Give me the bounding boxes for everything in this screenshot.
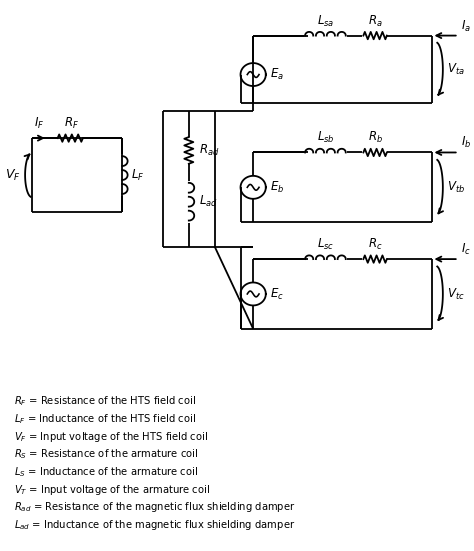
Text: $L_{ad}$ = Inductance of the magnetic flux shielding damper: $L_{ad}$ = Inductance of the magnetic fl… [14,518,295,532]
Text: $L_F$ = Inductance of the HTS field coil: $L_F$ = Inductance of the HTS field coil [14,412,196,426]
Text: $I_F$: $I_F$ [34,116,45,131]
Text: $V_{tc}$: $V_{tc}$ [447,287,465,301]
Text: $R_a$: $R_a$ [368,14,383,29]
Text: $R_{ad}$: $R_{ad}$ [199,143,219,158]
Text: $R_F$: $R_F$ [64,116,79,131]
Text: $L_{sc}$: $L_{sc}$ [317,237,334,252]
Text: $E_a$: $E_a$ [270,67,284,82]
Text: $V_{tb}$: $V_{tb}$ [447,180,465,195]
Text: $L_{sb}$: $L_{sb}$ [317,131,334,145]
Text: $I_b$: $I_b$ [461,136,471,150]
Text: $E_b$: $E_b$ [270,180,284,195]
Text: $R_F$ = Resistance of the HTS field coil: $R_F$ = Resistance of the HTS field coil [14,395,196,408]
Text: $V_F$: $V_F$ [5,168,20,182]
Text: $R_S$ = Resistance of the armature coil: $R_S$ = Resistance of the armature coil [14,447,198,461]
Text: $R_c$: $R_c$ [368,237,383,252]
Text: $L_S$ = Inductance of the armature coil: $L_S$ = Inductance of the armature coil [14,465,198,479]
Text: $L_{sa}$: $L_{sa}$ [317,14,334,29]
Text: $R_b$: $R_b$ [368,131,383,145]
Text: $V_{ta}$: $V_{ta}$ [447,62,465,77]
Text: $E_c$: $E_c$ [270,287,284,301]
Text: $L_{ad}$: $L_{ad}$ [199,194,218,209]
Text: $I_c$: $I_c$ [461,242,471,257]
Text: $V_F$ = Input voltage of the HTS field coil: $V_F$ = Input voltage of the HTS field c… [14,430,208,444]
Text: $V_T$ = Input voltage of the armature coil: $V_T$ = Input voltage of the armature co… [14,483,210,496]
Text: $R_{ad}$ = Resistance of the magnetic flux shielding damper: $R_{ad}$ = Resistance of the magnetic fl… [14,500,295,514]
Text: $I_a$: $I_a$ [461,18,471,34]
Text: $L_F$: $L_F$ [131,168,145,182]
